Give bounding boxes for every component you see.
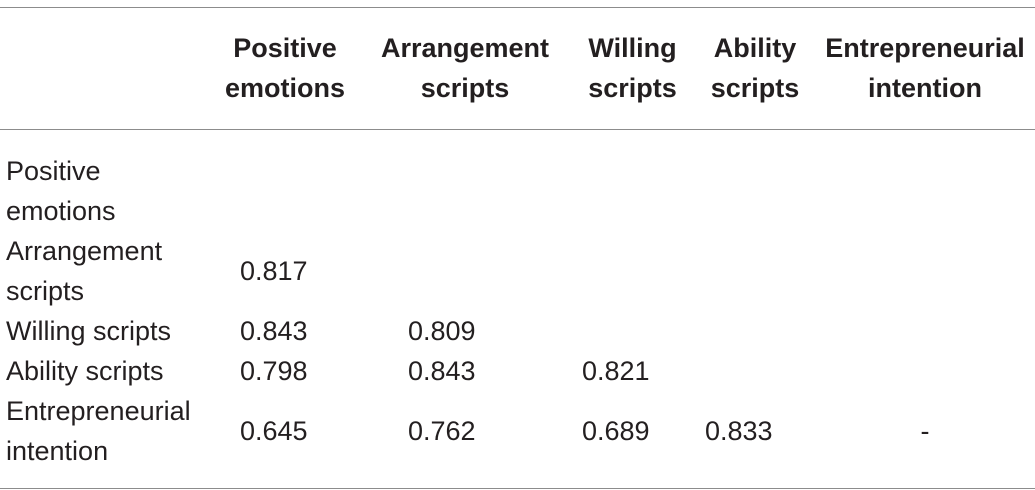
header-positive-emotions: Positive emotions [224, 33, 345, 103]
row-label: Ability scripts [6, 356, 164, 386]
table-row: Positive emotions [0, 130, 1035, 232]
table-header: Positive emotions Arrangement scripts Wi… [0, 7, 1035, 130]
header-ability-scripts: Ability scripts [710, 33, 800, 103]
table-row: Ability scripts 0.798 0.843 0.821 [0, 351, 1035, 391]
table-cell [695, 231, 815, 311]
row-label: Willing scripts [6, 316, 172, 346]
table-cell [695, 351, 815, 391]
table-cell [360, 231, 570, 311]
table-cell: - [920, 416, 930, 446]
table-cell [815, 311, 1035, 351]
row-label: Positive emotions [6, 156, 116, 226]
table-cell: 0.833 [705, 416, 773, 446]
row-label: Arrangement scripts [6, 236, 163, 306]
table-body: Positive emotions Arrangement scripts 0.… [0, 130, 1035, 489]
row-label: Entrepreneurial intention [6, 396, 191, 466]
table-cell [570, 130, 695, 232]
table-cell [695, 311, 815, 351]
table-cell: 0.762 [408, 416, 476, 446]
table-cell: 0.689 [582, 416, 650, 446]
table-cell [695, 130, 815, 232]
correlation-table: Positive emotions Arrangement scripts Wi… [0, 7, 1035, 489]
header-willing-scripts: Willing scripts [588, 33, 677, 103]
table-cell: 0.645 [240, 416, 308, 446]
table-cell: 0.809 [408, 316, 476, 346]
table-row: Willing scripts 0.843 0.809 [0, 311, 1035, 351]
header-row: Positive emotions Arrangement scripts Wi… [0, 7, 1035, 130]
table-cell: 0.843 [240, 316, 308, 346]
table-cell: 0.798 [240, 356, 308, 386]
table-row: Arrangement scripts 0.817 [0, 231, 1035, 311]
table-cell [815, 130, 1035, 232]
table-row: Entrepreneurial intention 0.645 0.762 0.… [0, 391, 1035, 489]
table-cell: 0.817 [240, 256, 308, 286]
table-cell [360, 130, 570, 232]
table-cell: 0.843 [408, 356, 476, 386]
table-cell [815, 351, 1035, 391]
table-cell [815, 231, 1035, 311]
table-cell: 0.821 [582, 356, 650, 386]
header-arrangement-scripts: Arrangement scripts [380, 33, 550, 103]
header-corner [0, 8, 210, 130]
table-cell [210, 130, 360, 232]
table-cell [570, 231, 695, 311]
table-cell [570, 311, 695, 351]
header-entrepreneurial-intention: Entrepreneurial intention [825, 33, 1025, 103]
